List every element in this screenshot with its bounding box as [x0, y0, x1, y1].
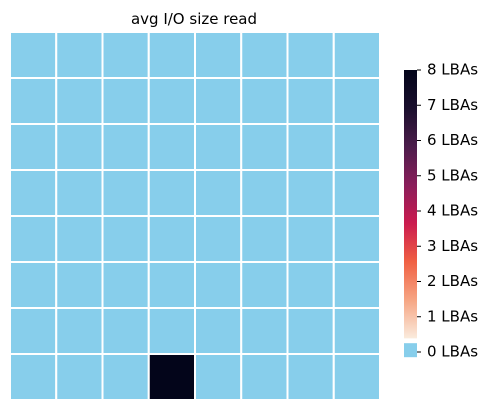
heatmap-cell — [9, 123, 58, 171]
heatmap-cell — [332, 261, 381, 309]
heatmap-cell — [286, 261, 335, 309]
heatmap-cell — [9, 353, 58, 401]
heatmap-cell — [101, 169, 150, 217]
heatmap-cell — [332, 215, 381, 263]
heatmap-cell — [147, 307, 196, 355]
heatmap-cell — [9, 215, 58, 263]
colorbar-tick-label: 6 LBAs — [427, 131, 478, 149]
heatmap-cell — [194, 31, 243, 79]
heatmap-cell — [194, 215, 243, 263]
heatmap-cell — [194, 261, 243, 309]
heatmap-cell — [9, 31, 58, 79]
heatmap-cell — [332, 31, 381, 79]
heatmap-cell — [286, 215, 335, 263]
colorbar: 0 LBAs 1 LBAs 2 LBAs 3 LBAs 4 LBAs 5 LBAs 6 LB… — [404, 61, 478, 361]
heatmap-cell — [55, 169, 104, 217]
heatmap-cell — [332, 169, 381, 217]
heatmap-cell — [240, 353, 289, 401]
heatmap-cell — [286, 307, 335, 355]
heatmap-cell — [55, 307, 104, 355]
heatmap-cell — [332, 353, 381, 401]
heatmap-cell — [194, 169, 243, 217]
heatmap-cell — [147, 77, 196, 125]
heatmap-cell — [55, 123, 104, 171]
colorbar-tick-label: 7 LBAs — [427, 96, 478, 114]
heatmap-cell — [194, 123, 243, 171]
chart-title: avg I/O size read — [131, 10, 257, 28]
heatmap-cell — [147, 169, 196, 217]
colorbar-gradient-bar — [404, 70, 417, 339]
colorbar-tick-label: 2 LBAs — [427, 272, 478, 290]
heatmap-cell — [286, 77, 335, 125]
heatmap-cell — [240, 261, 289, 309]
heatmap-cell — [9, 307, 58, 355]
heatmap-cell — [101, 261, 150, 309]
heatmap-cell — [147, 123, 196, 171]
heatmap-cell — [101, 123, 150, 171]
heatmap-cell — [194, 77, 243, 125]
heatmap-cell — [147, 31, 196, 79]
heatmap-grid — [9, 31, 381, 401]
heatmap-cell — [101, 77, 150, 125]
colorbar-tick-label: 0 LBAs — [427, 343, 478, 361]
heatmap-cell — [9, 77, 58, 125]
colorbar-tick-label: 1 LBAs — [427, 307, 478, 325]
heatmap-cell — [101, 353, 150, 401]
heatmap-cell — [101, 31, 150, 79]
colorbar-zero-swatch — [404, 343, 417, 358]
colorbar-tick-label: 8 LBAs — [427, 61, 478, 79]
heatmap-cell — [55, 261, 104, 309]
heatmap-cell — [9, 169, 58, 217]
heatmap-cell — [240, 31, 289, 79]
heatmap-cell — [286, 353, 335, 401]
heatmap-cell — [9, 261, 58, 309]
heatmap-cell — [240, 215, 289, 263]
heatmap-cell — [194, 353, 243, 401]
colorbar-tick-label: 4 LBAs — [427, 202, 478, 220]
heatmap-cell — [101, 215, 150, 263]
heatmap-cell — [240, 77, 289, 125]
heatmap-cell — [240, 169, 289, 217]
heatmap-cell — [101, 307, 150, 355]
heatmap-cell — [147, 353, 196, 401]
heatmap-cell — [194, 307, 243, 355]
heatmap-cell — [55, 31, 104, 79]
colorbar-tick-label: 3 LBAs — [427, 237, 478, 255]
heatmap-cell — [240, 307, 289, 355]
heatmap-cell — [332, 77, 381, 125]
heatmap-cell — [55, 77, 104, 125]
heatmap-cell — [240, 123, 289, 171]
heatmap-cell — [147, 261, 196, 309]
heatmap-cell — [286, 31, 335, 79]
heatmap-cell — [332, 307, 381, 355]
heatmap-cell — [147, 215, 196, 263]
heatmap-cell — [332, 123, 381, 171]
colorbar-tick-label: 5 LBAs — [427, 166, 478, 184]
heatmap-cell — [286, 123, 335, 171]
heatmap-cell — [55, 215, 104, 263]
heatmap-cell — [55, 353, 104, 401]
heatmap-cell — [286, 169, 335, 217]
